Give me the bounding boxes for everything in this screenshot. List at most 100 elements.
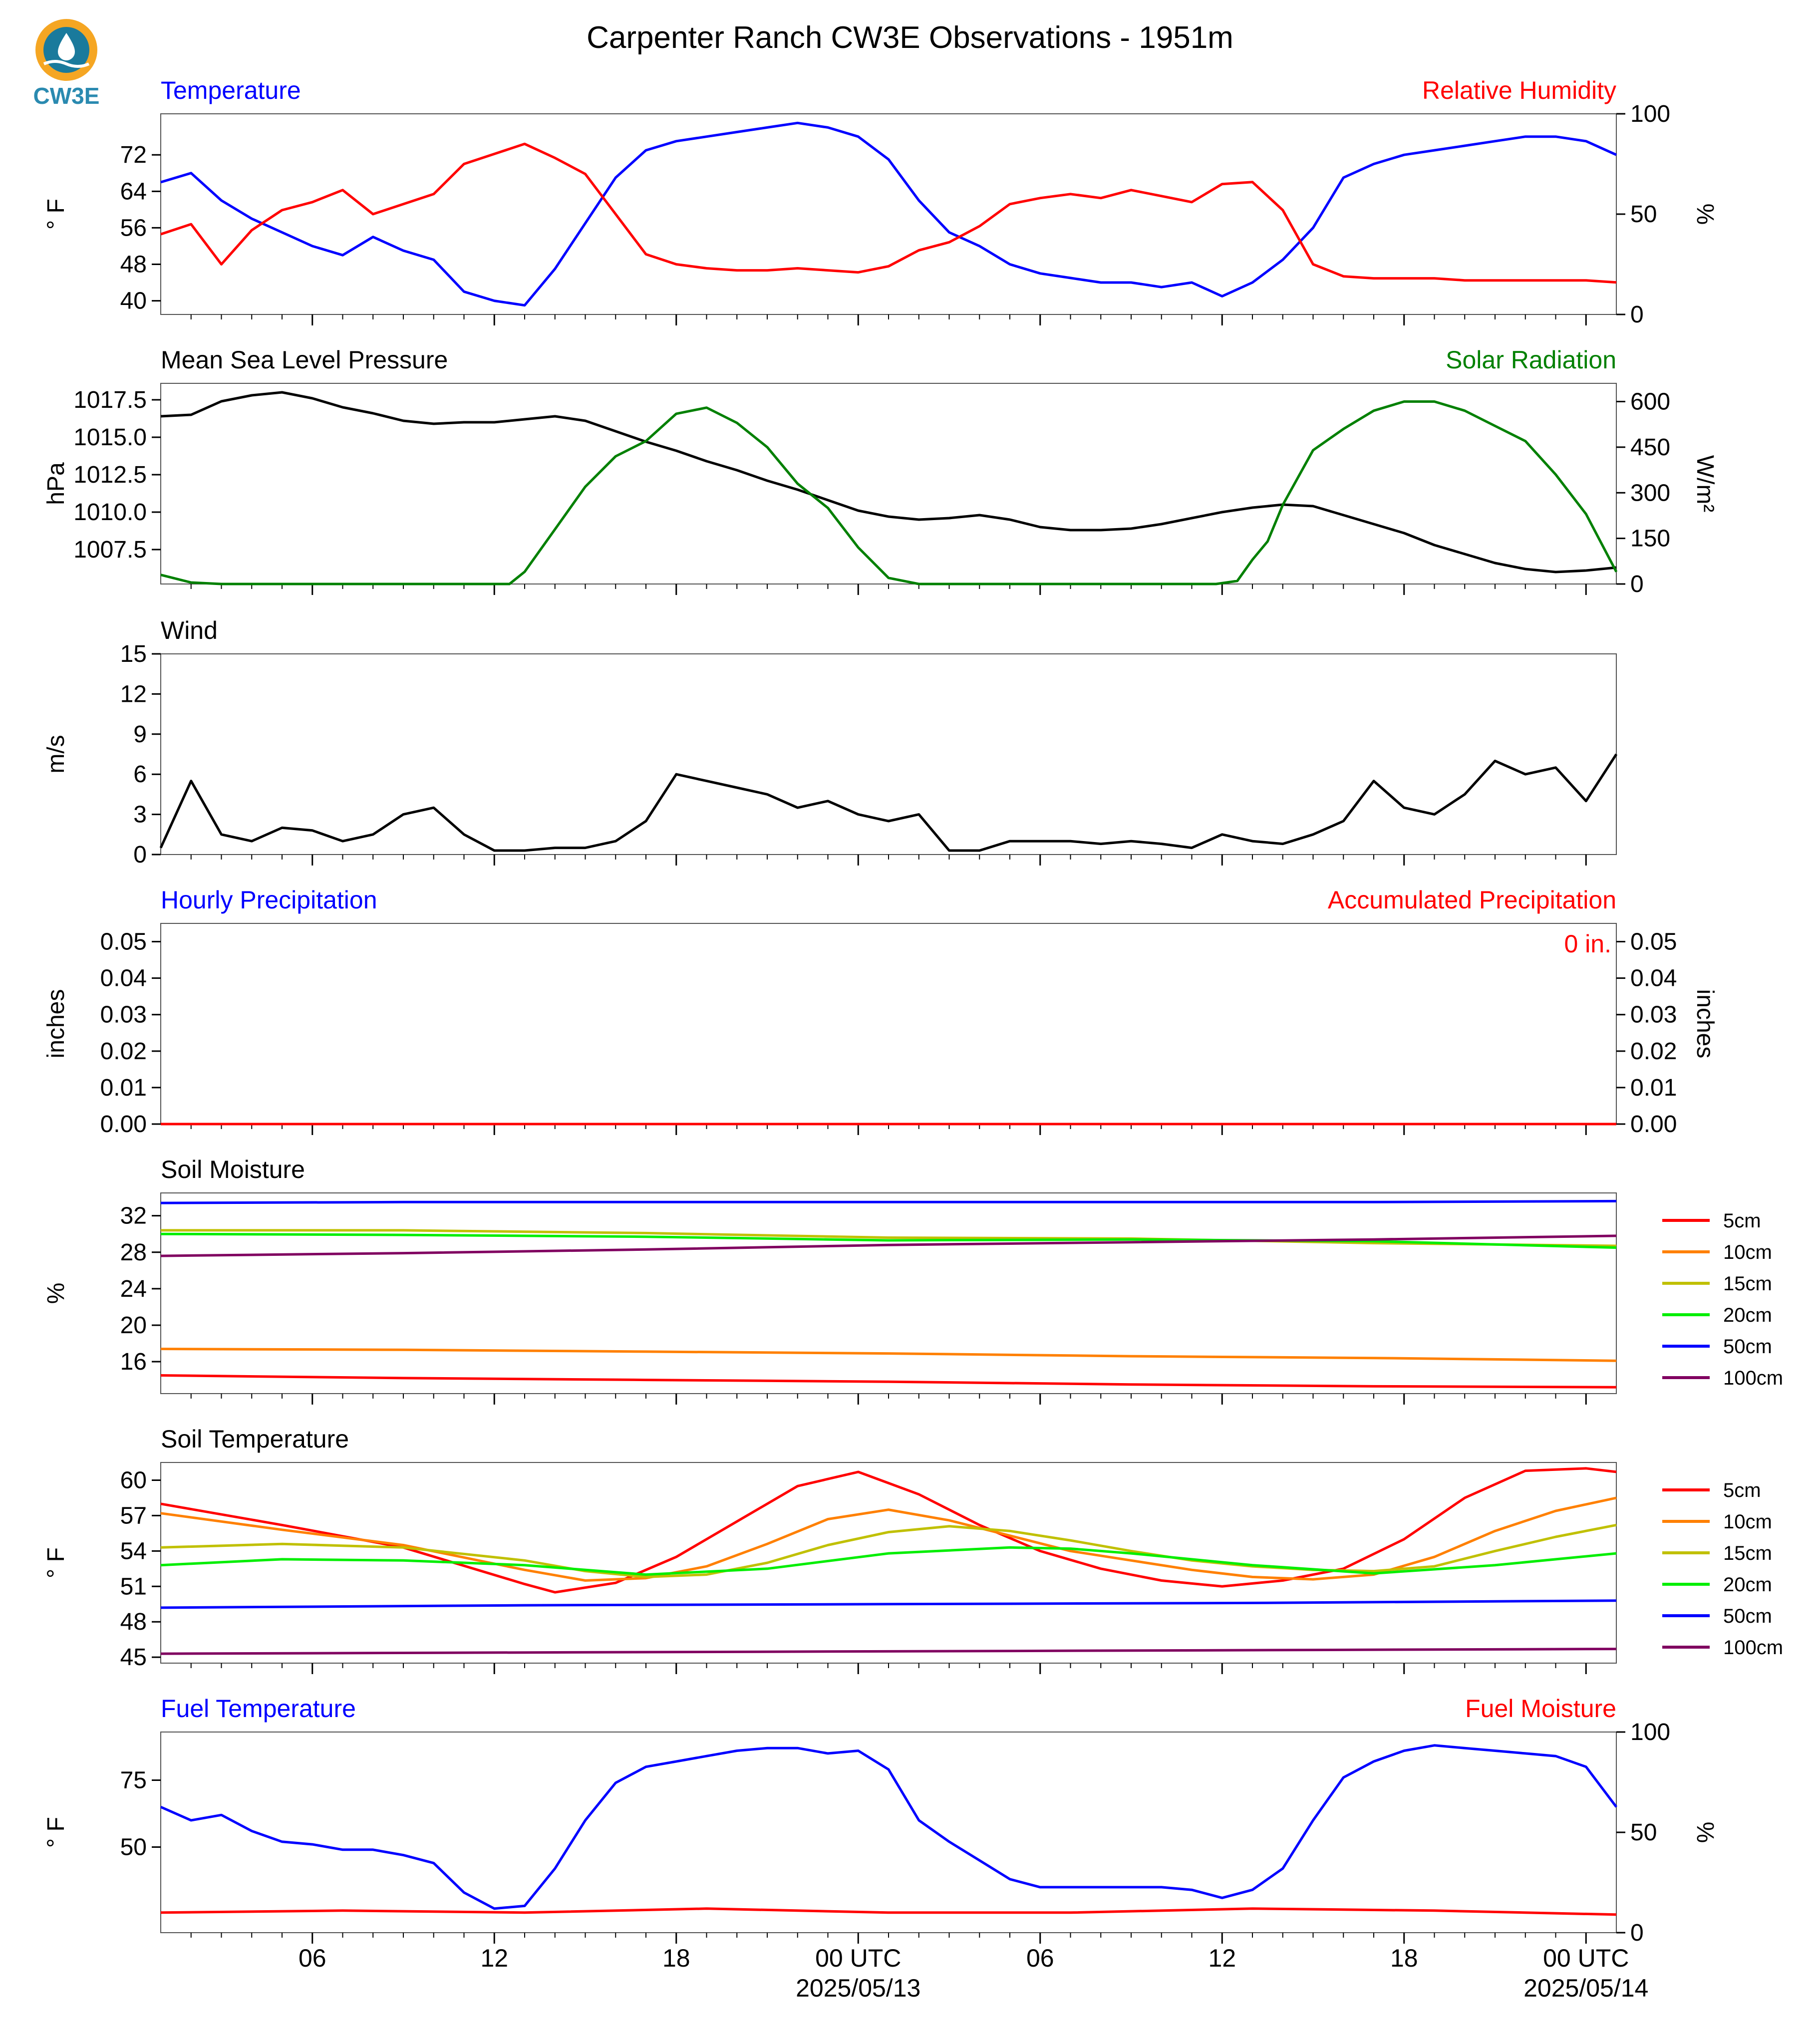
page-title: Carpenter Ranch CW3E Observations - 1951… xyxy=(587,20,1233,55)
legend-label: 15cm xyxy=(1723,1273,1772,1295)
y-tick-label: 51 xyxy=(120,1573,147,1600)
y2-axis-label: % xyxy=(1692,1822,1718,1843)
y-axis-label: % xyxy=(43,1283,69,1304)
legend-label: 20cm xyxy=(1723,1304,1772,1326)
series-line-2 xyxy=(160,400,1618,585)
y-tick-label: 72 xyxy=(120,142,147,168)
y-tick-label: 0.02 xyxy=(100,1038,147,1065)
y2-tick-label: 100 xyxy=(1630,1719,1670,1745)
y2-tick-label: 0.04 xyxy=(1630,965,1677,992)
y-tick-label: 9 xyxy=(133,721,147,748)
plot-frame xyxy=(160,1732,1617,1933)
y-tick-label: 40 xyxy=(120,288,147,314)
y-tick-label: 0.03 xyxy=(100,1002,147,1028)
panel-right-title: Accumulated Precipitation xyxy=(1328,886,1616,914)
y2-tick-label: 0.03 xyxy=(1630,1002,1677,1028)
plot-frame xyxy=(160,383,1617,584)
y-tick-label: 0 xyxy=(133,842,147,868)
panel-left-title: Soil Temperature xyxy=(161,1425,349,1453)
chart-panel-4: Hourly Precipitation Accumulated Precipit… xyxy=(43,886,1718,1138)
chart-panel-2: Mean Sea Level Pressure Solar Radiation 10… xyxy=(43,346,1718,597)
y-tick-label: 1010.0 xyxy=(73,499,147,526)
chart-panel-1: Temperature Relative Humidity 40 48 56 64 72 ° … xyxy=(43,76,1718,328)
x-tick-label: 00 UTC xyxy=(1543,1944,1629,1972)
legend-label: 10cm xyxy=(1723,1511,1772,1533)
panel-left-title: Mean Sea Level Pressure xyxy=(161,346,448,374)
panel-left-title: Fuel Temperature xyxy=(161,1695,356,1723)
y2-tick-label: 0.00 xyxy=(1630,1111,1677,1138)
y-axis-label: m/s xyxy=(43,735,69,773)
legend-label: 50cm xyxy=(1723,1605,1772,1627)
legend-label: 50cm xyxy=(1723,1336,1772,1358)
y2-axis-label: inches xyxy=(1692,989,1718,1059)
series-line-20cm xyxy=(160,1232,1617,1249)
legend-label: 15cm xyxy=(1723,1542,1772,1564)
plot-frame xyxy=(160,1192,1617,1394)
plot-frame xyxy=(160,113,1617,315)
series-line-20cm xyxy=(160,1546,1617,1576)
y-tick-label: 60 xyxy=(120,1467,147,1493)
legend-label: 20cm xyxy=(1723,1574,1772,1596)
series-line-1 xyxy=(160,121,1617,307)
series-line-100cm xyxy=(160,1234,1617,1257)
series-line-100cm xyxy=(160,1648,1617,1655)
series-line-1 xyxy=(160,1744,1617,1910)
y-tick-label: 56 xyxy=(120,215,147,241)
x-tick-label: 12 xyxy=(1208,1944,1236,1972)
y2-tick-label: 300 xyxy=(1630,480,1670,506)
y2-tick-label: 150 xyxy=(1630,526,1670,552)
series-line-15cm xyxy=(160,1523,1617,1578)
y-tick-label: 64 xyxy=(120,178,147,205)
panel-right-title: Relative Humidity xyxy=(1422,76,1616,104)
x-date-label: 2025/05/14 xyxy=(1523,1974,1648,2002)
y2-tick-label: 0.02 xyxy=(1630,1038,1677,1065)
series-line-5cm xyxy=(160,1467,1617,1594)
y-tick-label: 15 xyxy=(120,641,147,667)
y-tick-label: 3 xyxy=(133,802,147,828)
y-axis-label: inches xyxy=(43,989,69,1059)
y-tick-label: 0.01 xyxy=(100,1075,147,1101)
y-tick-label: 6 xyxy=(133,761,147,788)
y2-tick-label: 0 xyxy=(1630,571,1644,597)
y-axis-label: ° F xyxy=(43,1547,69,1578)
y-tick-label: 32 xyxy=(120,1203,147,1229)
y-tick-label: 28 xyxy=(120,1239,147,1266)
y-tick-label: 16 xyxy=(120,1349,147,1375)
y-tick-label: 1007.5 xyxy=(73,537,147,563)
series-line-2 xyxy=(160,142,1617,284)
y2-tick-label: 50 xyxy=(1630,201,1657,228)
x-tick-label: 00 UTC xyxy=(815,1944,901,1972)
plot-frame xyxy=(160,653,1617,855)
y-tick-label: 50 xyxy=(120,1834,147,1860)
x-tick-label: 18 xyxy=(1390,1944,1418,1972)
y-tick-label: 45 xyxy=(120,1644,147,1671)
legend-label: 5cm xyxy=(1723,1479,1761,1501)
legend-label: 5cm xyxy=(1723,1210,1761,1232)
chart-panel-7: Fuel Temperature Fuel Moisture 50 75 ° F 0 50 1… xyxy=(43,1695,1718,1946)
y-tick-label: 48 xyxy=(120,252,147,278)
y-tick-label: 1015.0 xyxy=(73,424,147,451)
panel-right-title: Solar Radiation xyxy=(1446,346,1616,374)
logo-text: CW3E xyxy=(33,83,100,109)
panel-left-title: Wind xyxy=(161,616,218,644)
series-line-50cm xyxy=(160,1599,1617,1609)
y-tick-label: 48 xyxy=(120,1609,147,1635)
x-tick-label: 06 xyxy=(299,1944,326,1972)
legend-label: 100cm xyxy=(1723,1367,1783,1389)
legend-label: 100cm xyxy=(1723,1637,1783,1659)
accumulated-total-label: 0 in. xyxy=(1564,930,1611,958)
chart-panel-3: Wind 0 3 6 9 12 15 m/s xyxy=(43,616,1618,868)
panel-left-title: Temperature xyxy=(161,76,301,104)
y2-tick-label: 600 xyxy=(1630,389,1670,415)
y-tick-label: 57 xyxy=(120,1502,147,1529)
y2-tick-label: 0.05 xyxy=(1630,929,1677,955)
y-axis-label: hPa xyxy=(43,462,69,505)
y-tick-label: 0.00 xyxy=(100,1111,147,1138)
x-tick-label: 12 xyxy=(480,1944,508,1972)
y-tick-label: 1017.5 xyxy=(73,387,147,413)
chart-panel-6: Soil Temperature 45 48 51 54 57 60 ° F 5cm 10cm 15… xyxy=(43,1425,1783,1674)
chart-panel-5: Soil Moisture 16 20 24 28 32% 5cm 10cm 15cm 20cm 5… xyxy=(43,1156,1783,1405)
panel-left-title: Hourly Precipitation xyxy=(161,886,377,914)
panel-right-title: Fuel Moisture xyxy=(1465,1695,1616,1723)
plot-frame xyxy=(160,923,1617,1125)
